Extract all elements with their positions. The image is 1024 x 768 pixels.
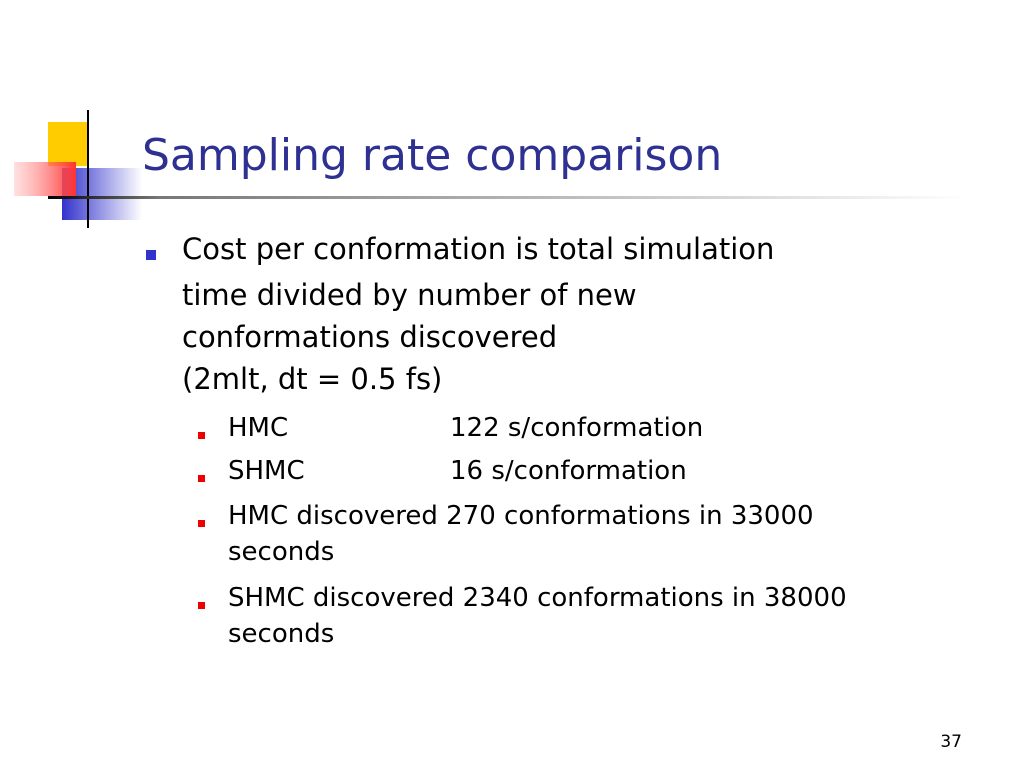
page-number: 37 bbox=[940, 732, 962, 752]
title-decoration bbox=[14, 110, 968, 228]
sub-bullet-marker bbox=[198, 432, 205, 439]
bullet-marker bbox=[146, 250, 156, 260]
bullet-text: conformations discovered bbox=[182, 320, 558, 354]
sub-bullet-text: seconds bbox=[228, 537, 335, 567]
sub-bullet-marker bbox=[198, 602, 205, 609]
slide-title: Sampling rate comparison bbox=[142, 130, 723, 181]
sub-bullet-text: 122 s/conformation bbox=[450, 413, 704, 443]
sub-bullet-text: seconds bbox=[228, 619, 335, 649]
sub-bullet-marker bbox=[198, 475, 205, 482]
bullet-text: time divided by number of new bbox=[182, 278, 637, 312]
sub-bullet-text: SHMC discovered 2340 conformations in 38… bbox=[228, 583, 847, 613]
sub-bullet-text: HMC discovered 270 conformations in 3300… bbox=[228, 501, 814, 531]
bullet-text: Cost per conformation is total simulatio… bbox=[182, 232, 775, 266]
sub-bullet-text: 16 s/conformation bbox=[450, 456, 687, 486]
sub-bullet-text: SHMC bbox=[228, 456, 305, 486]
bullet-text: (2mlt, dt = 0.5 fs) bbox=[182, 362, 443, 396]
sub-bullet-text: HMC bbox=[228, 413, 289, 443]
sub-bullet-marker bbox=[198, 520, 205, 527]
